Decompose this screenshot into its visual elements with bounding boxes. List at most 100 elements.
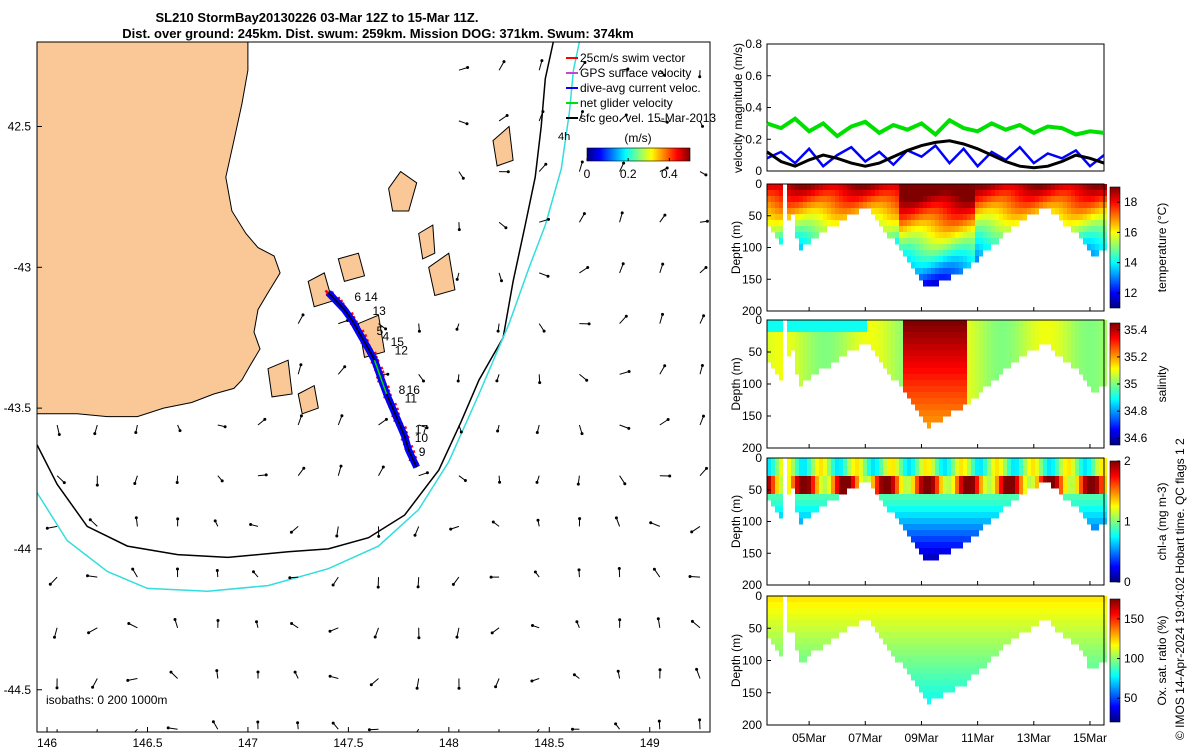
- heatmap-cell: [823, 320, 827, 327]
- heatmap-cell: [1095, 476, 1099, 483]
- heatmap-cell: [999, 494, 1003, 501]
- heatmap-cell: [979, 238, 983, 245]
- heatmap-cell: [923, 632, 927, 639]
- heatmap-cell: [855, 608, 859, 615]
- heatmap-cell: [883, 362, 887, 369]
- heatmap-cell: [799, 626, 803, 633]
- heatmap-cell: [975, 214, 979, 221]
- heatmap-cell: [919, 262, 923, 269]
- heatmap-cell: [1051, 596, 1055, 603]
- heatmap-cell: [927, 470, 931, 477]
- heatmap-cell: [887, 458, 891, 465]
- heatmap-cell: [847, 190, 851, 197]
- heatmap-cell: [1035, 464, 1039, 471]
- heatmap-cell: [1063, 464, 1067, 471]
- heatmap-cell: [943, 256, 947, 263]
- heatmap-cell: [927, 644, 931, 651]
- heatmap-cell: [1091, 338, 1095, 345]
- heatmap-cell: [923, 650, 927, 657]
- heatmap-cell: [887, 226, 891, 233]
- heatmap-cell: [1075, 470, 1079, 477]
- heatmap-cell: [1079, 632, 1083, 639]
- heatmap-cell: [975, 202, 979, 209]
- heatmap-cell: [915, 398, 919, 405]
- heatmap-cell: [1083, 482, 1087, 489]
- heatmap-cell: [923, 620, 927, 627]
- heatmap-cell: [907, 530, 911, 537]
- heatmap-cell: [943, 274, 947, 281]
- heatmap-cell: [939, 662, 943, 669]
- heatmap-cell: [1047, 596, 1051, 603]
- heatmap-cell: [939, 614, 943, 621]
- heatmap-cell: [891, 332, 895, 339]
- heatmap-cell: [815, 320, 819, 327]
- heatmap-cell: [911, 458, 915, 465]
- heatmap-cell: [935, 494, 939, 501]
- heatmap-cell: [1007, 470, 1011, 477]
- heatmap-cell: [931, 416, 935, 423]
- velocity-arrow-head: [49, 583, 52, 586]
- heatmap-cell: [859, 326, 863, 333]
- heatmap-cell: [779, 512, 783, 519]
- heatmap-cell: [983, 214, 987, 221]
- heatmap-cell: [1059, 326, 1063, 333]
- heatmap-cell: [931, 458, 935, 465]
- heatmap-cell: [979, 356, 983, 363]
- heatmap-cell: [1011, 458, 1015, 465]
- heatmap-cell: [871, 620, 875, 627]
- heatmap-cell: [819, 350, 823, 357]
- heatmap-cell: [827, 208, 831, 215]
- heatmap-cell: [879, 208, 883, 215]
- heatmap-cell: [1051, 470, 1055, 477]
- heatmap-cell: [915, 620, 919, 627]
- heatmap-cell: [1095, 488, 1099, 495]
- heatmap-cell: [1035, 320, 1039, 327]
- heatmap-cell: [795, 494, 799, 501]
- heatmap-cell: [911, 214, 915, 221]
- heatmap-cell: [787, 320, 791, 327]
- heatmap-cell: [939, 386, 943, 393]
- heatmap-cell: [955, 524, 959, 531]
- heatmap-cell: [831, 196, 835, 203]
- heatmap-cell: [779, 500, 783, 507]
- heatmap-cell: [959, 250, 963, 257]
- heatmap-cell: [927, 464, 931, 471]
- heatmap-cell: [915, 256, 919, 263]
- velocity-arrow-head: [621, 211, 624, 214]
- heatmap-cell: [979, 380, 983, 387]
- heatmap-cell: [1075, 626, 1079, 633]
- heatmap-cell: [1067, 184, 1071, 191]
- heatmap-cell: [959, 680, 963, 687]
- heatmap-cell: [1015, 350, 1019, 357]
- heatmap-cell: [907, 596, 911, 603]
- velocity-arrow-head: [126, 679, 129, 682]
- heatmap-cell: [859, 458, 863, 465]
- heatmap-cell: [903, 512, 907, 519]
- velocity-arrow-head: [615, 516, 618, 519]
- heatmap-cell: [987, 614, 991, 621]
- heatmap-cell: [1015, 458, 1019, 465]
- heatmap-cell: [883, 632, 887, 639]
- heatmap-cell: [819, 326, 823, 333]
- heatmap-cell: [935, 488, 939, 495]
- heatmap-cell: [767, 196, 771, 203]
- heatmap-cell: [823, 626, 827, 633]
- heatmap-cell: [1099, 190, 1103, 197]
- heatmap-cell: [1079, 326, 1083, 333]
- heatmap-cell: [1011, 344, 1015, 351]
- heatmap-cell: [1099, 244, 1103, 251]
- heatmap-cell: [919, 350, 923, 357]
- heatmap-cell: [979, 500, 983, 507]
- heatmap-cell: [1051, 608, 1055, 615]
- heatmap-cell: [799, 232, 803, 239]
- map-x-tick-label: 146: [37, 736, 57, 750]
- heatmap-cell: [1035, 608, 1039, 615]
- heatmap-cell: [1099, 220, 1103, 227]
- heatmap-cell: [1027, 482, 1031, 489]
- legend-entry: GPS surface velocity: [580, 66, 691, 80]
- heatmap-cell: [959, 632, 963, 639]
- heatmap-cell: [991, 214, 995, 221]
- heatmap-cell: [935, 506, 939, 513]
- heatmap-cell: [947, 404, 951, 411]
